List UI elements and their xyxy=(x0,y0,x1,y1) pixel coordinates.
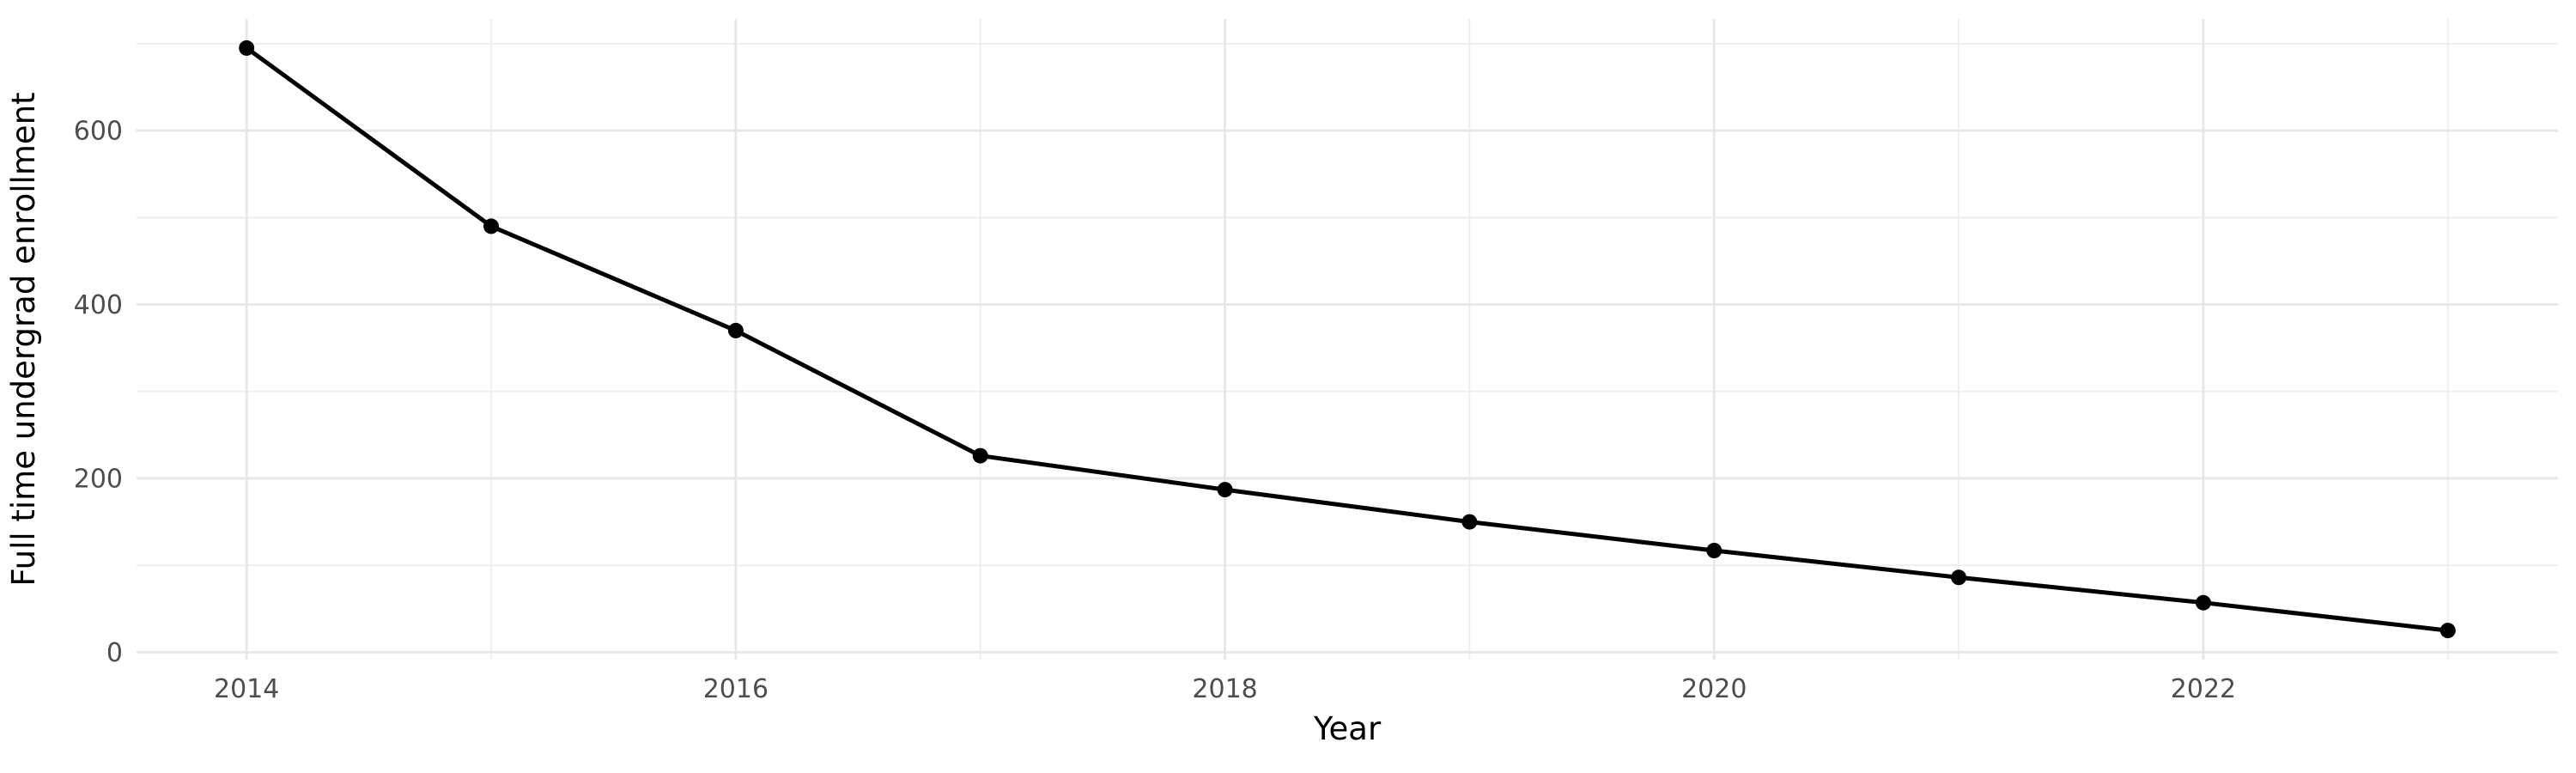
y-tick-label: 600 xyxy=(74,117,123,147)
y-axis-title: Full time undergrad enrollment xyxy=(5,92,42,586)
x-tick-label: 2018 xyxy=(1192,674,1257,704)
x-axis-title: Year xyxy=(1313,710,1382,747)
data-point xyxy=(1951,569,1967,586)
data-series-group xyxy=(239,40,2456,639)
y-tick-label: 400 xyxy=(74,290,123,320)
data-point xyxy=(1461,514,1478,530)
x-tick-label: 2014 xyxy=(214,674,279,704)
x-tick-label: 2016 xyxy=(703,674,769,704)
tick-labels-group: 0 200 400 600 2014 2016 2018 2020 2022 xyxy=(74,117,2236,704)
data-point xyxy=(1217,482,1233,498)
data-point xyxy=(972,447,988,464)
data-point xyxy=(727,322,744,338)
data-point xyxy=(2439,623,2456,639)
trend-line xyxy=(245,46,2449,633)
x-tick-label: 2022 xyxy=(2171,674,2236,704)
data-point xyxy=(239,40,255,56)
y-tick-label: 0 xyxy=(106,638,123,668)
data-point xyxy=(2196,594,2211,611)
x-tick-label: 2020 xyxy=(1681,674,1747,704)
y-tick-label: 200 xyxy=(74,464,123,494)
data-point xyxy=(1706,543,1722,558)
data-point xyxy=(483,218,499,234)
gridlines-group xyxy=(137,19,2558,660)
